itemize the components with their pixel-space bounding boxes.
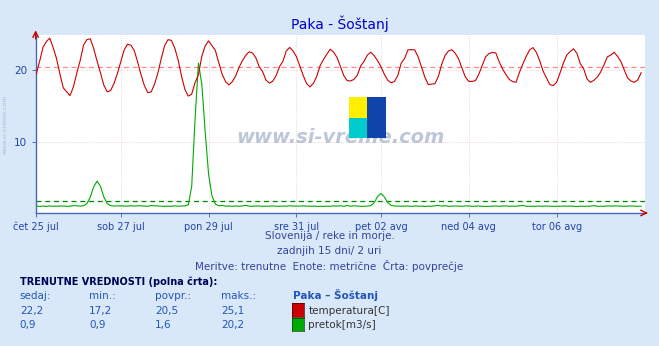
Title: Paka - Šoštanj: Paka - Šoštanj (291, 16, 389, 32)
Text: pretok[m3/s]: pretok[m3/s] (308, 320, 376, 330)
Bar (349, 118, 368, 138)
Text: TRENUTNE VREDNOSTI (polna črta):: TRENUTNE VREDNOSTI (polna črta): (20, 277, 217, 288)
Text: sedaj:: sedaj: (20, 291, 51, 301)
Text: Meritve: trenutne  Enote: metrične  Črta: povprečje: Meritve: trenutne Enote: metrične Črta: … (195, 260, 464, 272)
Bar (368, 97, 386, 138)
Text: 1,6: 1,6 (155, 320, 171, 330)
Text: 22,2: 22,2 (20, 306, 43, 316)
Text: 0,9: 0,9 (20, 320, 36, 330)
Text: 0,9: 0,9 (89, 320, 105, 330)
Text: temperatura[C]: temperatura[C] (308, 306, 390, 316)
Text: 25,1: 25,1 (221, 306, 244, 316)
Text: Slovenija / reke in morje.: Slovenija / reke in morje. (264, 231, 395, 241)
Text: zadnjih 15 dni/ 2 uri: zadnjih 15 dni/ 2 uri (277, 246, 382, 256)
Text: 20,2: 20,2 (221, 320, 244, 330)
Text: 20,5: 20,5 (155, 306, 178, 316)
Text: min.:: min.: (89, 291, 116, 301)
Text: maks.:: maks.: (221, 291, 256, 301)
Text: www.si-vreme.com: www.si-vreme.com (236, 128, 445, 147)
Text: 17,2: 17,2 (89, 306, 112, 316)
Text: Paka – Šoštanj: Paka – Šoštanj (293, 289, 378, 301)
Polygon shape (368, 97, 386, 138)
Text: www.si-vreme.com: www.si-vreme.com (3, 95, 8, 154)
Text: povpr.:: povpr.: (155, 291, 191, 301)
Bar (349, 97, 368, 118)
